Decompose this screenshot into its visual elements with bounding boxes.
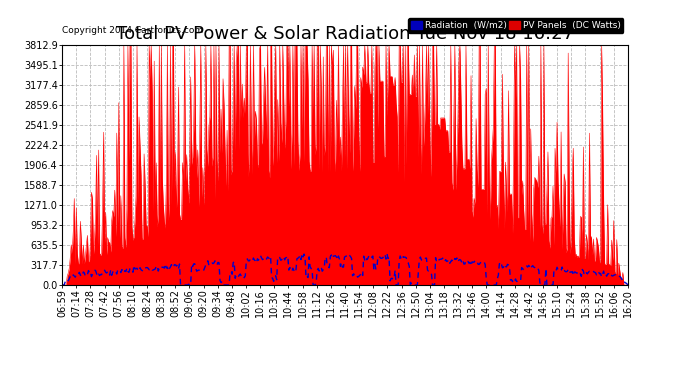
Text: Copyright 2014 Cartronics.com: Copyright 2014 Cartronics.com [62, 26, 204, 35]
Title: Total PV Power & Solar Radiation Tue Nov 18 16:27: Total PV Power & Solar Radiation Tue Nov… [116, 26, 574, 44]
Legend: Radiation  (W/m2), PV Panels  (DC Watts): Radiation (W/m2), PV Panels (DC Watts) [408, 18, 623, 33]
